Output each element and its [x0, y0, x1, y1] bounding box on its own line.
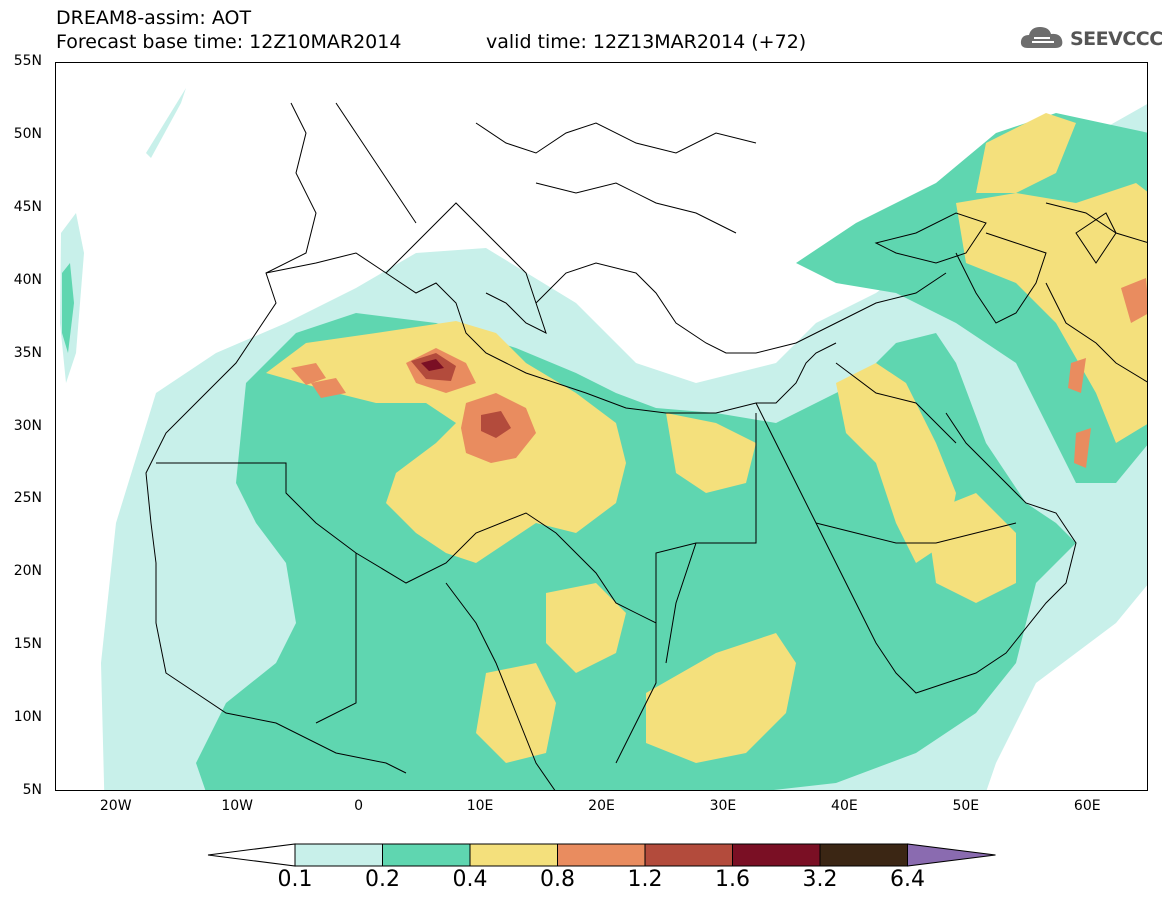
colorbar-over-arrow [907, 843, 996, 867]
seevccc-logo: SEEVCCC [1018, 22, 1163, 54]
aot-map [55, 62, 1148, 791]
latitude-tick-label: 50N [13, 125, 42, 142]
country-border [315, 553, 556, 790]
aot-contour-1.6 [421, 359, 444, 371]
latitude-tick-label: 45N [13, 198, 42, 215]
latitude-tick-label: 5N [22, 782, 42, 798]
colorbar-level-label: 0.4 [452, 867, 488, 892]
colorbar-level-label: 0.2 [365, 867, 400, 892]
colorbar-segment [732, 843, 821, 867]
coastline [145, 102, 407, 774]
colorbar-segment [644, 843, 733, 867]
country-border [475, 122, 757, 154]
aot-field [56, 63, 1147, 790]
country-border [335, 102, 417, 224]
colorbar-level-label: 1.2 [627, 867, 663, 892]
aot-contour-0.2 [62, 263, 74, 353]
aot-contour-0.8 [311, 378, 346, 398]
country-border [615, 542, 697, 764]
country-border [815, 522, 1017, 544]
longitude-tick-label: 50E [952, 798, 980, 814]
colorbar-segment [382, 843, 471, 867]
colorbar-level-label: 6.4 [890, 867, 925, 892]
aot-contour-0.4 [646, 633, 796, 763]
colorbar-segment [469, 843, 558, 867]
country-border [1045, 282, 1147, 383]
colorbar-segment [294, 843, 383, 867]
forecast-base-time: Forecast base time: 12Z10MAR2014 [56, 31, 402, 53]
aot-contour-0.4 [266, 321, 626, 563]
longitude-tick-label: 20W [99, 798, 132, 814]
latitude-tick-label: 20N [13, 563, 42, 580]
colorbar-segment [819, 843, 908, 867]
latitude-tick-label: 25N [13, 490, 42, 507]
latitude-tick-label: 55N [13, 53, 42, 69]
country-border [535, 182, 737, 234]
latitude-tick-label: 40N [13, 271, 42, 288]
longitude-tick-label: 0 [354, 798, 364, 814]
longitude-tick-label: 40E [831, 798, 858, 814]
latitude-tick-label: 15N [13, 636, 42, 653]
colorbar-level-label: 0.8 [540, 867, 575, 892]
cloud-icon [1020, 27, 1063, 48]
coastline [874, 212, 987, 264]
valid-time: valid time: 12Z13MAR2014 (+72) [486, 31, 807, 53]
aot-contour-0.8 [291, 363, 326, 385]
latitude-tick-label: 10N [13, 709, 42, 726]
aot-contour-0.1 [146, 88, 186, 158]
latitude-tick-label: 35N [13, 344, 42, 361]
aot-contour-0.8 [1074, 428, 1091, 468]
aot-contour-0.4 [666, 413, 756, 493]
longitude-tick-label: 10W [221, 798, 253, 814]
coastline [535, 262, 947, 354]
longitude-tick-label: 30E [709, 798, 737, 814]
colorbar [207, 843, 996, 867]
coastline [265, 252, 837, 414]
longitude-tick-label: 20E [588, 798, 615, 814]
colorbar-level-label: 3.2 [802, 867, 838, 892]
colorbar-segment [557, 843, 646, 867]
colorbar-level-label: 0.1 [277, 867, 313, 892]
aot-contour-0.8 [1068, 358, 1086, 393]
coastline [385, 202, 547, 334]
coastline [755, 402, 1077, 694]
country-border [1045, 202, 1147, 243]
aot-contour-0.8 [1121, 278, 1147, 323]
aot-contour-0.4 [546, 583, 626, 673]
aot-contour-1.2 [481, 411, 511, 438]
aot-contour-0.4 [956, 183, 1147, 443]
aot-contour-0.4 [976, 113, 1076, 193]
longitude-tick-label: 60E [1073, 798, 1101, 814]
map-title: DREAM8-assim: AOT [56, 7, 252, 29]
logo-text: SEEVCCC [1070, 28, 1163, 50]
colorbar-under-arrow [207, 843, 296, 867]
coastline [955, 232, 1047, 324]
country-border [156, 413, 757, 624]
latitude-tick-label: 30N [13, 417, 42, 434]
colorbar-level-label: 1.6 [715, 867, 750, 892]
country-border [835, 362, 957, 444]
longitude-tick-label: 10E [466, 798, 494, 814]
aot-contour-0.4 [926, 493, 1016, 603]
